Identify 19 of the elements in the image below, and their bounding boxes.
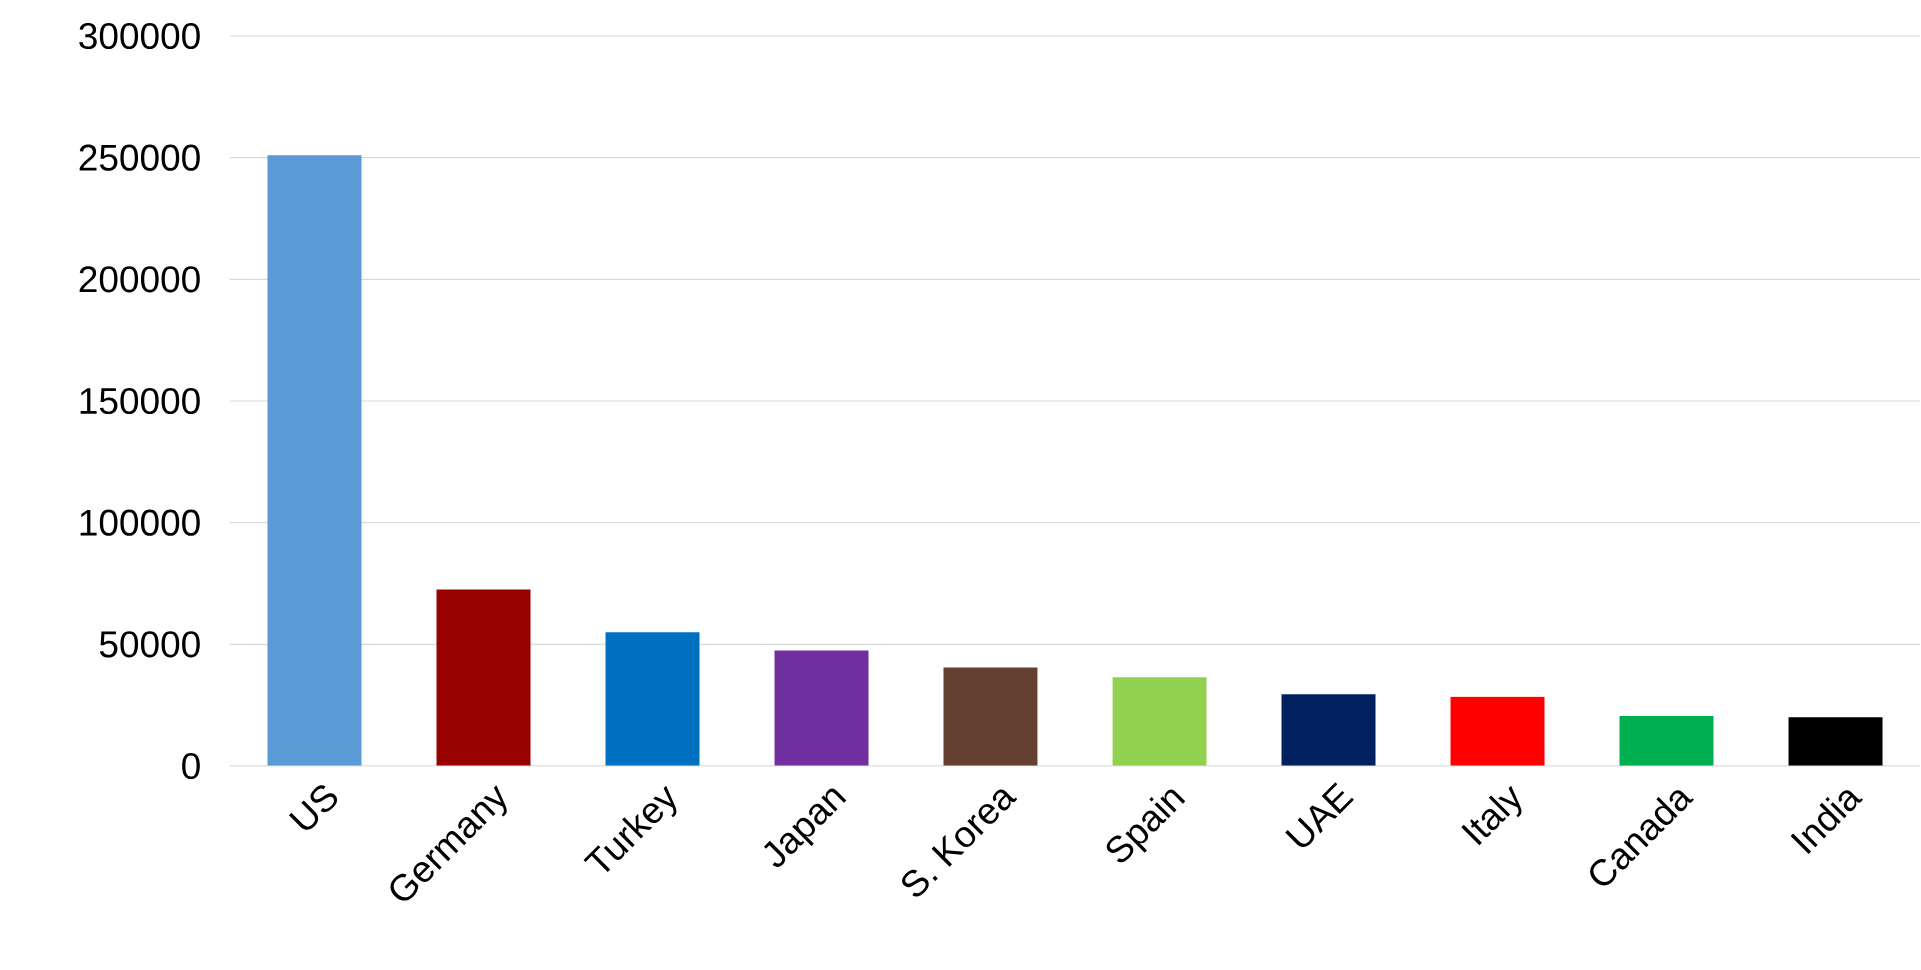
x-tick-label: US (288, 785, 338, 830)
y-tick-label: 300000 (79, 22, 200, 50)
bar (774, 650, 869, 766)
y-tick-label: 50000 (99, 631, 200, 658)
y-tick-label: 0 (182, 752, 200, 780)
y-tick-label: 250000 (79, 144, 200, 171)
y-tick-label: 100000 (80, 509, 200, 536)
x-tick-label: Italy (1461, 785, 1522, 846)
bar (1788, 717, 1883, 766)
bar (1281, 694, 1376, 766)
bar (605, 632, 700, 766)
bar (1619, 716, 1714, 766)
bar (1112, 677, 1207, 766)
bar (1450, 696, 1545, 766)
bar (267, 155, 362, 766)
y-tick-label: 200000 (79, 266, 200, 293)
bar (943, 667, 1038, 766)
bar (436, 589, 531, 766)
y-tick-label: 150000 (80, 387, 200, 415)
